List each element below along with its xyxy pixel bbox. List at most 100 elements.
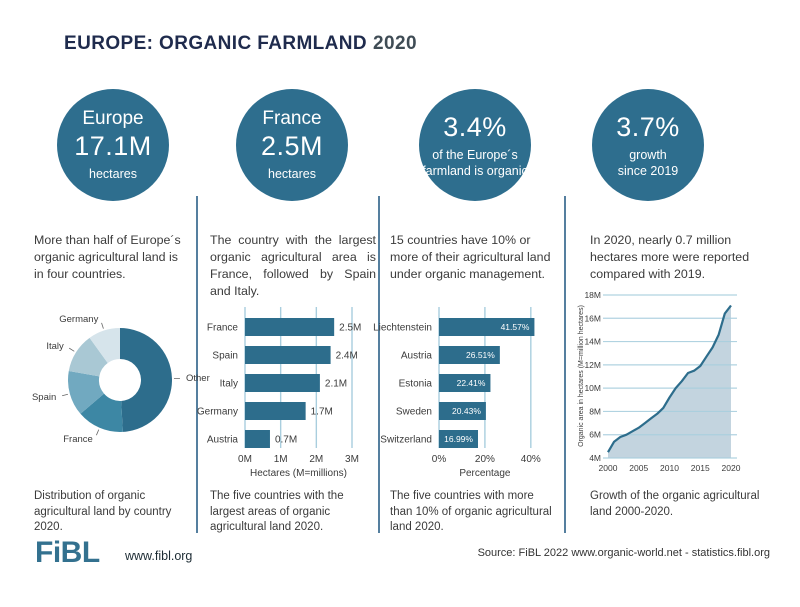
bar-category-label: Spain xyxy=(212,351,238,362)
growth-line xyxy=(607,304,732,453)
donut-slice-italy xyxy=(68,337,108,377)
bar-value-label: 2.4M xyxy=(336,351,358,362)
x-axis-label: Hectares (M=millions) xyxy=(250,468,347,479)
bar-switzerland xyxy=(439,430,478,448)
x-tick-label: 20% xyxy=(475,454,495,465)
stat-circle-value: 2.5M xyxy=(260,131,324,162)
stat-circle-growth: 3.7% growth since 2019 xyxy=(592,89,704,201)
bar-category-label: Italy xyxy=(220,379,238,390)
stat-circle-unit: growth since 2019 xyxy=(617,147,679,178)
bar-category-label: Austria xyxy=(207,435,239,446)
y-tick-label: 12M xyxy=(584,360,601,370)
column-divider xyxy=(378,196,380,533)
x-axis-label: Percentage xyxy=(459,468,511,479)
bar-value-label: 16.99% xyxy=(444,434,473,444)
donut-slice-spain xyxy=(68,370,105,414)
y-tick-label: 16M xyxy=(584,313,601,323)
column-growth: 3.7% growth since 2019 In 2020, nearly 0… xyxy=(578,85,770,535)
donut-label: Italy xyxy=(46,341,64,352)
hectares-bar-chart: 0M 1M 2M 3M France 2.5M Spain 2.4M Italy 2.1M Germ… xyxy=(197,307,361,479)
donut-leader-line xyxy=(62,393,69,397)
donut-label: France xyxy=(63,434,93,445)
bar-value-label: 41.57% xyxy=(501,322,530,332)
percentage-bar-chart: 0% 20% 40% Liechtenstein 41.57% Austria 26.51%… xyxy=(373,307,541,479)
chart-caption: The five countries with more than 10% of… xyxy=(390,490,552,534)
fibl-logo: FiBL xyxy=(35,536,100,569)
donut-slice-other xyxy=(120,328,173,432)
x-tick-label: 2015 xyxy=(691,463,710,473)
bar-france xyxy=(245,318,335,336)
y-tick-label: 6M xyxy=(589,430,601,440)
chart-caption: Growth of the organic agricultural land … xyxy=(590,490,760,518)
bar-austria xyxy=(439,346,500,364)
x-tick-label: 2010 xyxy=(660,463,679,473)
page-title: EUROPE: ORGANIC FARMLAND 2020 xyxy=(64,33,417,55)
bar-sweden xyxy=(439,402,486,420)
stat-circle-unit: hectares xyxy=(268,167,316,182)
y-tick-label: 18M xyxy=(584,290,601,300)
page-title-year: 2020 xyxy=(373,33,417,54)
stat-circle-label: France xyxy=(262,107,322,129)
column-organic-share: 3.4% of the Europe´s farmland is organic… xyxy=(373,85,564,535)
page-title-main: EUROPE: ORGANIC FARMLAND xyxy=(64,33,368,54)
x-tick-label: 0M xyxy=(238,454,252,465)
x-tick-label: 2020 xyxy=(722,463,741,473)
growth-area-chart: 4M 6M 8M 10M 12M 14M 16M 18M 2000 2005 2010 2015 202… xyxy=(578,290,741,473)
x-tick-label: 2005 xyxy=(629,463,648,473)
bar-category-label: Sweden xyxy=(396,407,432,418)
intro-text: The country with the largest organic agr… xyxy=(210,233,376,299)
donut-label: Germany xyxy=(59,314,98,325)
column-france: France 2.5M hectares The country with th… xyxy=(197,85,378,535)
chart-caption: Distribution of organic agricultural lan… xyxy=(34,490,172,534)
donut-chart: Other France Spain Italy Germany xyxy=(32,314,210,445)
bar-category-label: Germany xyxy=(197,407,238,418)
bar-category-label: Austria xyxy=(401,351,433,362)
stat-circle-europe: Europe 17.1M hectares xyxy=(57,89,169,201)
donut-slice-germany xyxy=(89,328,120,363)
donut-label: Other xyxy=(186,373,210,384)
bar-value-label: 1.7M xyxy=(311,407,333,418)
column-europe: Europe 17.1M hectares More than half of … xyxy=(30,85,210,535)
stat-circle-label: Europe xyxy=(82,107,144,129)
area-fill xyxy=(608,305,731,458)
y-tick-label: 4M xyxy=(589,453,601,463)
stat-circle-unit: hectares xyxy=(89,167,137,182)
x-tick-label: 2M xyxy=(309,454,323,465)
bar-germany xyxy=(245,402,306,420)
donut-leader-line xyxy=(101,322,104,329)
bar-estonia xyxy=(439,374,491,392)
bar-value-label: 2.1M xyxy=(325,379,347,390)
column-divider xyxy=(196,196,198,533)
donut-slice-france xyxy=(80,393,123,432)
footer-source-text: Source: FiBL 2022 www.organic-world.net … xyxy=(477,547,770,559)
y-axis-label: Organic area in hectares (M=million hect… xyxy=(578,305,585,447)
y-tick-label: 8M xyxy=(589,406,601,416)
bar-spain xyxy=(245,346,331,364)
donut-leader-line xyxy=(96,429,100,436)
column-divider xyxy=(564,196,566,533)
bar-value-label: 22.41% xyxy=(457,378,486,388)
x-tick-label: 40% xyxy=(521,454,541,465)
bar-category-label: Estonia xyxy=(399,379,433,390)
x-tick-label: 1M xyxy=(274,454,288,465)
footer-website-link[interactable]: www.fibl.org xyxy=(125,549,193,563)
x-tick-label: 0% xyxy=(432,454,447,465)
stat-circle-organic-share: 3.4% of the Europe´s farmland is organic xyxy=(419,89,531,201)
y-tick-label: 14M xyxy=(584,337,601,347)
bar-austria xyxy=(245,430,270,448)
y-tick-label: 10M xyxy=(584,383,601,393)
x-tick-label: 3M xyxy=(345,454,359,465)
bar-category-label: Switzerland xyxy=(380,435,432,446)
bar-value-label: 2.5M xyxy=(339,323,361,334)
stat-circle-france: France 2.5M hectares xyxy=(236,89,348,201)
intro-text: More than half of Europe´s organic agric… xyxy=(34,233,181,282)
donut-label: Spain xyxy=(32,392,56,403)
bar-category-label: Liechtenstein xyxy=(373,323,432,334)
bar-value-label: 0.7M xyxy=(275,435,297,446)
bar-liechtenstein xyxy=(439,318,535,336)
x-tick-label: 2000 xyxy=(599,463,618,473)
chart-caption: The five countries with the largest area… xyxy=(210,490,344,534)
stat-circle-unit: of the Europe´s farmland is organic xyxy=(422,147,528,178)
stat-circle-value: 3.7% xyxy=(616,111,680,142)
